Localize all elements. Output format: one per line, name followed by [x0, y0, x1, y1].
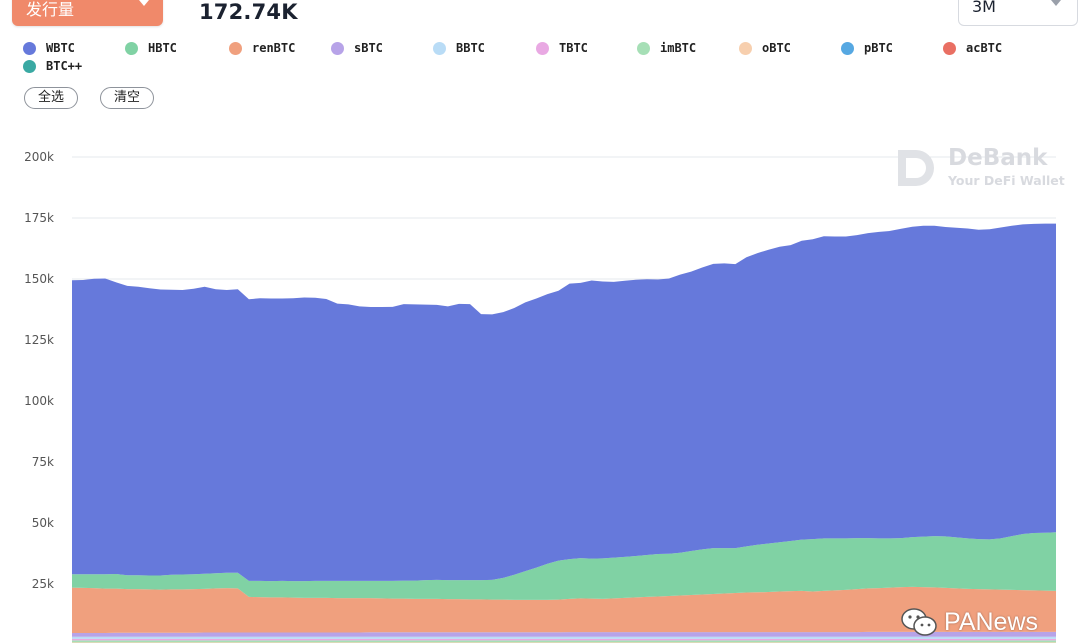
stacked-area-chart: 25k 50k 75k 100k 125k 150k 175k 200k [24, 150, 1056, 643]
time-range-dropdown[interactable]: 3M [958, 0, 1078, 26]
legend-dot-icon [841, 41, 854, 55]
area-series-sbtc[interactable] [72, 631, 1056, 637]
legend-dot-icon [23, 41, 36, 55]
legend-label: acBTC [966, 41, 1003, 55]
debank-watermark: DeBank Your DeFi Wallet [896, 145, 1065, 192]
legend-label: BBTC [456, 41, 485, 55]
legend-dot-icon [433, 41, 446, 55]
legend-label: imBTC [660, 41, 697, 55]
y-tick-label: 25k [32, 577, 54, 591]
legend-label: WBTC [46, 41, 75, 55]
legend-item-renbtc[interactable]: renBTC [229, 40, 295, 56]
legend-label: sBTC [354, 41, 383, 55]
legend-dot-icon [125, 41, 138, 55]
legend-item-tbtc[interactable]: TBTC [536, 40, 588, 56]
metric-dropdown-label: 发行量 [26, 0, 75, 19]
wechat-icon [901, 608, 937, 636]
legend-item-btcplusplus[interactable]: BTC++ [23, 58, 82, 74]
y-tick-label: 100k [24, 394, 54, 408]
legend-label: pBTC [864, 41, 893, 55]
clear-button[interactable]: 清空 [100, 87, 154, 109]
chevron-down-icon [139, 0, 149, 6]
area-series-imbtc[interactable] [72, 640, 1056, 643]
y-tick-label: 75k [32, 455, 54, 469]
legend-item-obtc[interactable]: oBTC [739, 40, 791, 56]
legend-item-acbtc[interactable]: acBTC [943, 40, 1002, 56]
legend-label: renBTC [252, 41, 296, 55]
chevron-down-icon [1051, 0, 1061, 6]
select-all-button[interactable]: 全选 [24, 87, 78, 109]
area-series-bbtc[interactable] [72, 636, 1056, 639]
legend-label: HBTC [148, 41, 177, 55]
area-series-wbtc[interactable] [72, 223, 1056, 582]
legend-dot-icon [229, 41, 242, 55]
area-series-tbtc[interactable] [72, 638, 1056, 641]
legend-dot-icon [943, 41, 956, 55]
y-tick-label: 50k [32, 516, 54, 530]
debank-tagline: Your DeFi Wallet [948, 173, 1065, 188]
panews-watermark: PANews [900, 607, 1038, 637]
legend-item-bbtc[interactable]: BBTC [433, 40, 485, 56]
legend-label: BTC++ [46, 59, 83, 73]
area-series-renbtc[interactable] [72, 586, 1056, 634]
area-series-hbtc[interactable] [72, 532, 1056, 600]
legend-item-wbtc[interactable]: WBTC [23, 40, 75, 56]
debank-name: DeBank [948, 145, 1048, 171]
y-tick-label: 200k [24, 150, 54, 164]
y-tick-label: 125k [24, 333, 54, 347]
panews-text: PANews [944, 607, 1039, 636]
legend-dot-icon [637, 41, 650, 55]
legend-item-hbtc[interactable]: HBTC [125, 40, 177, 56]
legend-dot-icon [23, 59, 36, 73]
legend-dot-icon [536, 41, 549, 55]
legend-dot-icon [739, 41, 752, 55]
legend-item-imbtc[interactable]: imBTC [637, 40, 696, 56]
legend-label: TBTC [559, 41, 588, 55]
legend-item-sbtc[interactable]: sBTC [331, 40, 383, 56]
y-tick-label: 150k [24, 272, 54, 286]
y-tick-label: 175k [24, 211, 54, 225]
debank-logo-icon [898, 150, 934, 186]
time-range-label: 3M [972, 0, 996, 16]
total-supply-value: 172.74K [199, 0, 298, 24]
legend-dot-icon [331, 41, 344, 55]
legend-label: oBTC [762, 41, 791, 55]
metric-dropdown[interactable]: 发行量 [12, 0, 163, 26]
legend-item-pbtc[interactable]: pBTC [841, 40, 893, 56]
